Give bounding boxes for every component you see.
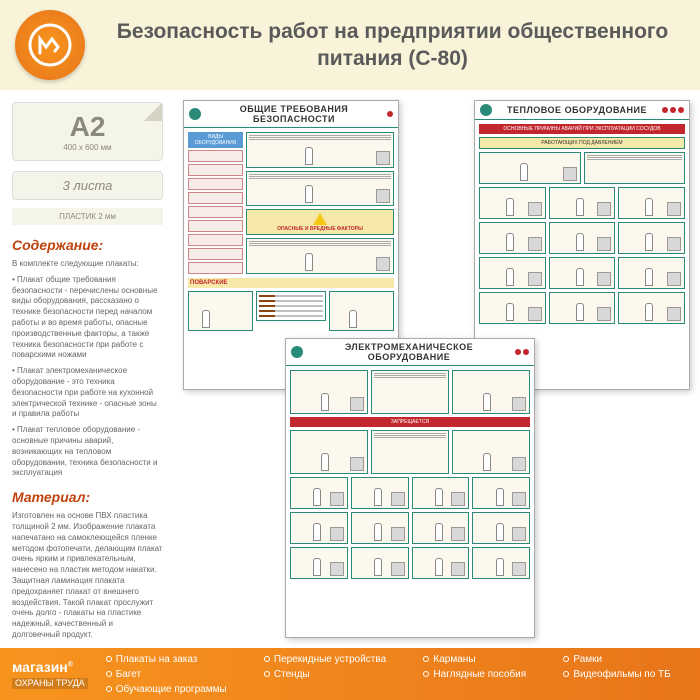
poster-title: ТЕПЛОВОЕ ОБОРУДОВАНИЕ — [496, 105, 658, 115]
poster-logo-icon — [189, 108, 201, 120]
footer-link-flip-devices[interactable]: Перекидные устройства — [264, 654, 404, 665]
poster-preview-area: ОБЩИЕ ТРЕБОВАНИЯ БЕЗОПАСНОСТИ ВИДЫ ОБОРУ… — [175, 90, 700, 650]
poster-electromechanical: ЭЛЕКТРОМЕХАНИЧЕСКОЕ ОБОРУДОВАНИЕ ЗАПРЕЩА… — [285, 338, 535, 638]
footer-link-pockets[interactable]: Карманы — [423, 654, 543, 665]
poster-logo-icon — [480, 104, 492, 116]
footer: магазин® ОХРАНЫ ТРУДА Плакаты на заказ П… — [0, 648, 700, 700]
footer-link-custom-posters[interactable]: Плакаты на заказ — [106, 654, 244, 665]
poster-title: ЭЛЕКТРОМЕХАНИЧЕСКОЕ ОБОРУДОВАНИЕ — [307, 342, 511, 362]
poster-title: ОБЩИЕ ТРЕБОВАНИЯ БЕЗОПАСНОСТИ — [205, 104, 383, 124]
format-dims: 400 х 600 мм — [21, 143, 154, 152]
footer-link-baguette[interactable]: Багет — [106, 669, 244, 680]
poster-logo-icon — [291, 346, 303, 358]
sidebar: А2 400 х 600 мм 3 листа ПЛАСТИК 2 мм Сод… — [0, 90, 175, 650]
header: Безопасность работ на предприятии общест… — [0, 0, 700, 90]
brand-logo — [15, 10, 85, 80]
footer-nav: Плакаты на заказ Перекидные устройства К… — [106, 654, 688, 695]
footer-brand: магазин® ОХРАНЫ ТРУДА — [12, 660, 88, 689]
content-area: А2 400 х 600 мм 3 листа ПЛАСТИК 2 мм Сод… — [0, 90, 700, 650]
footer-link-visual-aids[interactable]: Наглядные пособия — [423, 669, 543, 680]
sheets-count: 3 листа — [12, 171, 163, 200]
footer-link-stands[interactable]: Стенды — [264, 669, 404, 680]
material-text: Изготовлен на основе ПВХ пластика толщин… — [12, 511, 163, 641]
page-title: Безопасность работ на предприятии общест… — [100, 18, 685, 73]
content-text: В комплекте следующие плакаты: • Плакат … — [12, 259, 163, 479]
content-heading: Содержание: — [12, 237, 163, 253]
footer-link-videos[interactable]: Видеофильмы по ТБ — [563, 669, 688, 680]
plastic-spec: ПЛАСТИК 2 мм — [12, 208, 163, 225]
material-heading: Материал: — [12, 489, 163, 505]
format-badge: А2 400 х 600 мм — [12, 102, 163, 161]
footer-link-training[interactable]: Обучающие программы — [106, 684, 244, 695]
format-size: А2 — [21, 111, 154, 143]
equipment-types-column: ВИДЫ ОБОРУДОВАНИЯ — [188, 132, 243, 274]
footer-link-frames[interactable]: Рамки — [563, 654, 688, 665]
